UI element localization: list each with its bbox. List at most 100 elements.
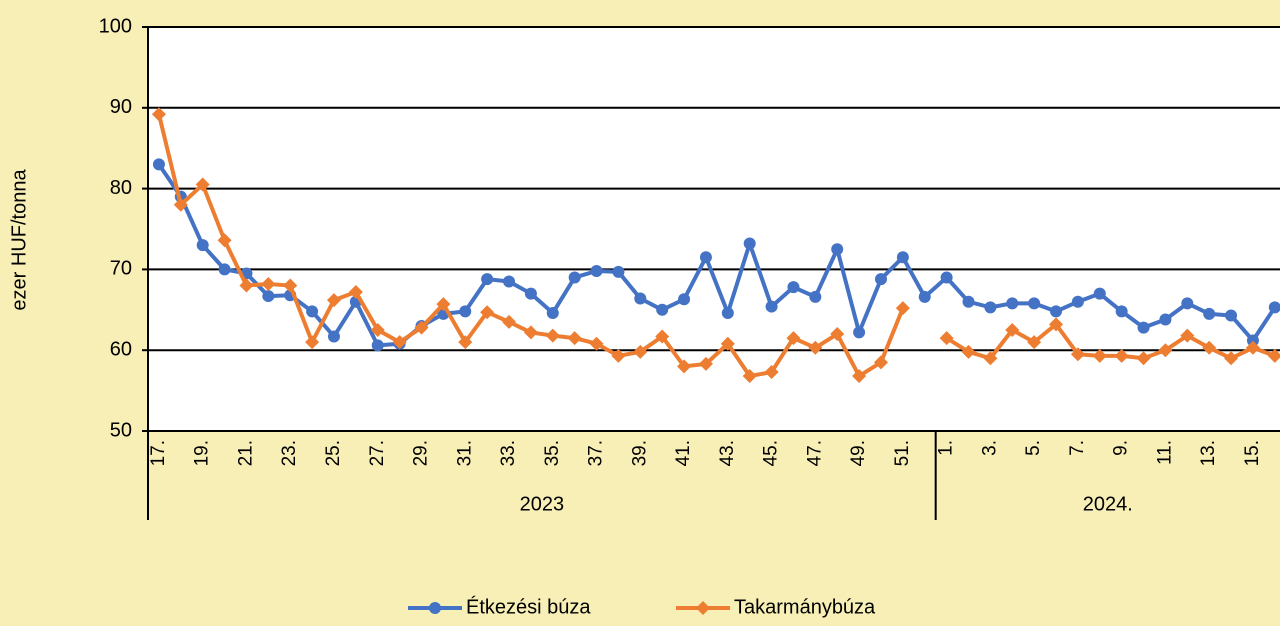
marker	[370, 323, 385, 337]
x-tick-label: 25.	[323, 440, 344, 466]
x-tick-label: 19.	[192, 440, 213, 466]
marker	[656, 303, 669, 316]
marker	[371, 339, 384, 352]
y-axis-title: ezer HUF/tonna	[8, 169, 30, 311]
marker	[568, 271, 581, 284]
marker	[742, 369, 757, 384]
marker	[1006, 297, 1019, 310]
marker	[151, 107, 166, 122]
x-tick-label: 43.	[717, 440, 738, 466]
marker	[721, 307, 734, 320]
marker	[1093, 287, 1106, 300]
marker	[1071, 295, 1084, 308]
marker	[590, 265, 603, 278]
marker	[853, 326, 866, 339]
x-tick-label: 51.	[892, 440, 913, 466]
marker	[940, 271, 953, 284]
marker	[1246, 334, 1259, 347]
y-tick-label: 50	[110, 419, 132, 441]
marker	[764, 365, 779, 380]
marker	[612, 265, 625, 278]
x-tick-label: 23.	[279, 440, 300, 466]
x-tick-label: 49.	[848, 440, 869, 466]
x-tick-label: 11.	[1154, 440, 1175, 465]
x-tick-label: 31.	[454, 440, 475, 466]
marker	[808, 340, 823, 355]
marker	[480, 305, 495, 320]
marker	[611, 348, 626, 363]
group-label: 2023	[520, 493, 565, 515]
marker	[765, 300, 778, 313]
marker	[1203, 307, 1216, 320]
marker	[852, 369, 867, 384]
marker	[1005, 323, 1020, 337]
marker	[1049, 317, 1064, 332]
marker	[633, 344, 648, 359]
x-tick-label: 9.	[1111, 440, 1132, 456]
marker	[1115, 305, 1128, 318]
marker	[152, 158, 165, 171]
x-tick-label: 27.	[367, 440, 388, 466]
marker	[655, 329, 670, 344]
marker	[414, 320, 429, 335]
legend-marker	[429, 602, 441, 614]
marker	[983, 351, 998, 366]
marker	[261, 276, 276, 291]
x-tick-label: 3.	[979, 440, 1000, 456]
x-tick-label: 5.	[1023, 440, 1044, 456]
marker	[1159, 313, 1172, 326]
marker	[1268, 301, 1280, 314]
marker	[327, 330, 340, 343]
marker	[809, 290, 822, 303]
marker	[306, 305, 319, 318]
marker	[873, 355, 888, 370]
y-tick-label: 90	[110, 96, 132, 118]
marker	[1202, 340, 1217, 355]
marker	[589, 336, 604, 351]
x-tick-label: 21.	[235, 440, 256, 466]
marker	[524, 287, 537, 300]
marker	[305, 335, 320, 350]
marker	[743, 237, 756, 250]
marker	[173, 197, 188, 212]
marker	[1225, 309, 1238, 322]
legend-label: Takarmánybúza	[734, 596, 876, 618]
marker	[458, 335, 473, 350]
marker	[348, 285, 363, 300]
marker	[895, 301, 910, 316]
marker	[523, 325, 538, 340]
marker	[830, 327, 845, 342]
marker	[1181, 297, 1194, 310]
marker	[1267, 348, 1280, 363]
x-tick-label: 47.	[804, 440, 825, 466]
marker	[918, 290, 931, 303]
marker	[1092, 348, 1107, 363]
marker	[1027, 335, 1042, 350]
marker	[720, 336, 735, 351]
x-tick-label: 7.	[1067, 440, 1088, 456]
x-tick-label: 15.	[1242, 440, 1263, 466]
marker	[1180, 328, 1195, 343]
x-tick-label: 13.	[1198, 440, 1219, 466]
marker	[196, 239, 209, 252]
y-tick-label: 70	[110, 258, 132, 280]
marker	[195, 177, 210, 192]
marker	[218, 263, 231, 276]
marker	[262, 290, 275, 303]
y-tick-label: 60	[110, 338, 132, 360]
legend-marker	[696, 601, 710, 615]
marker	[436, 297, 451, 312]
x-tick-label: 45.	[761, 440, 782, 466]
y-tick-label: 100	[99, 15, 132, 37]
marker	[546, 307, 559, 320]
marker	[1114, 348, 1129, 363]
marker	[896, 251, 909, 264]
marker	[984, 301, 997, 314]
marker	[1245, 340, 1260, 355]
marker	[787, 281, 800, 294]
x-tick-label: 41.	[673, 440, 694, 466]
plot-area	[148, 27, 1280, 431]
marker	[831, 243, 844, 256]
x-tick-label: 33.	[498, 440, 519, 466]
